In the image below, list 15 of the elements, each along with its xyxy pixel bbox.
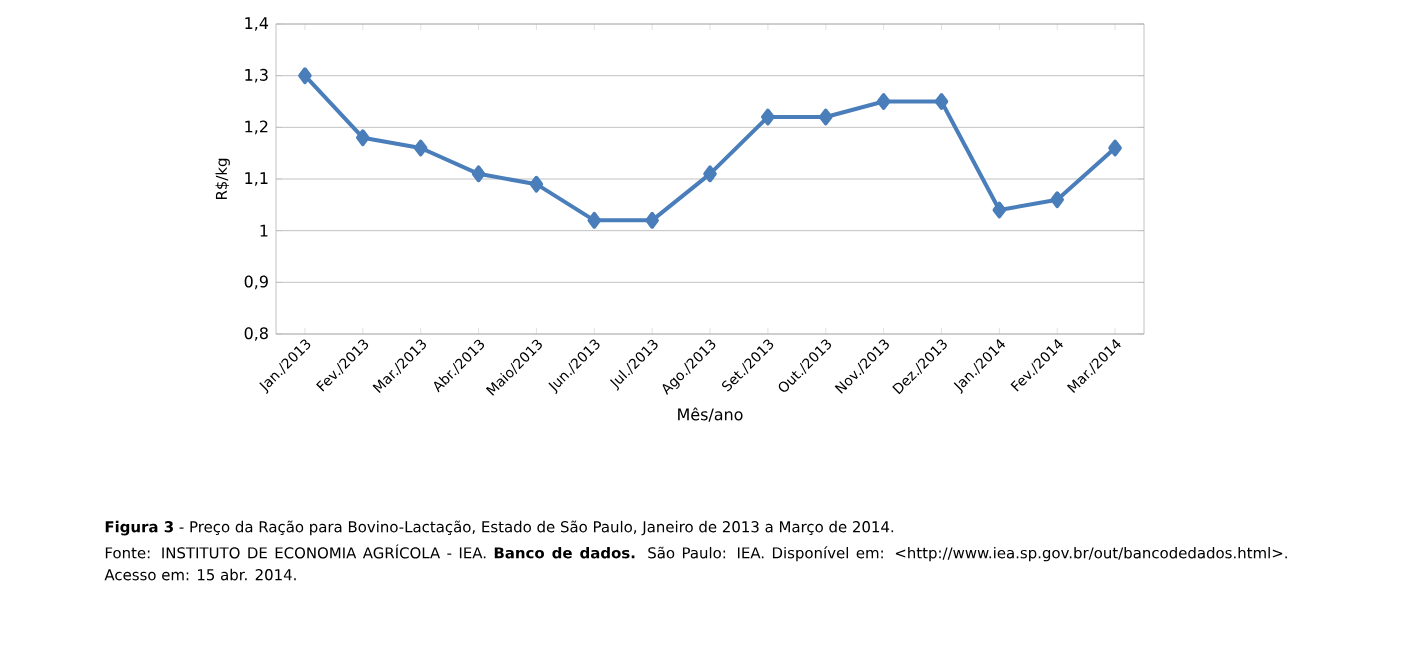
point — [529, 175, 544, 193]
point — [703, 165, 717, 183]
point — [934, 93, 949, 110]
point — [876, 93, 891, 110]
point — [992, 201, 1007, 219]
point — [413, 139, 428, 157]
point — [818, 108, 833, 126]
point — [761, 108, 775, 126]
point — [471, 165, 486, 183]
point — [645, 211, 659, 229]
point — [587, 211, 602, 229]
point — [1050, 191, 1065, 209]
point — [298, 67, 312, 85]
point — [1108, 139, 1122, 157]
point — [356, 129, 370, 147]
